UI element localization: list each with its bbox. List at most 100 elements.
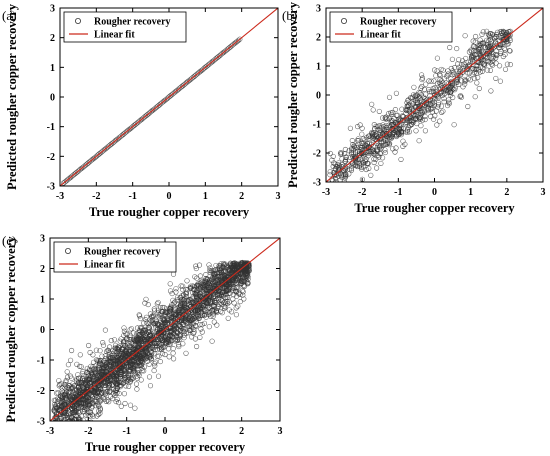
- data-point: [176, 344, 182, 350]
- data-point: [109, 373, 115, 379]
- data-point: [441, 95, 447, 102]
- data-point: [365, 153, 371, 159]
- data-point: [178, 283, 184, 289]
- data-point: [503, 35, 509, 41]
- data-point: [71, 387, 78, 393]
- data-point: [361, 164, 367, 170]
- data-point: [129, 376, 135, 382]
- data-point: [476, 46, 482, 52]
- data-point: [138, 338, 144, 345]
- data-point: [113, 345, 119, 351]
- data-point: [371, 159, 377, 166]
- data-point: [174, 305, 180, 311]
- data-point: [134, 352, 141, 358]
- data-point: [64, 421, 69, 426]
- data-point: [64, 374, 71, 380]
- data-point: [458, 93, 464, 99]
- data-point: [405, 129, 411, 135]
- data-point: [380, 155, 386, 161]
- data-point: [166, 354, 172, 360]
- data-point: [155, 373, 162, 379]
- data-point: [107, 378, 113, 384]
- data-point: [209, 308, 215, 314]
- data-point: [108, 376, 114, 383]
- data-point: [157, 316, 163, 322]
- data-point: [139, 368, 145, 374]
- data-point: [128, 326, 135, 332]
- data-point: [76, 384, 82, 390]
- data-point: [88, 419, 94, 421]
- data-point: [201, 308, 207, 314]
- data-point: [231, 260, 237, 266]
- data-point: [496, 44, 502, 50]
- data-point: [479, 68, 485, 74]
- data-point: [132, 370, 138, 376]
- data-point: [131, 368, 137, 375]
- data-point: [123, 367, 129, 373]
- data-point: [130, 352, 136, 358]
- data-point: [59, 424, 64, 429]
- data-point: [456, 64, 462, 70]
- data-point: [167, 288, 174, 294]
- data-point: [113, 387, 120, 393]
- data-point: [360, 136, 367, 142]
- data-point: [368, 172, 374, 178]
- data-point: [474, 63, 480, 69]
- data-point: [355, 124, 361, 130]
- data-point: [441, 99, 447, 105]
- data-point: [332, 172, 338, 178]
- data-point: [75, 420, 78, 421]
- data-point: [357, 163, 363, 169]
- data-point: [376, 108, 382, 114]
- legend-box: [53, 241, 177, 273]
- y-tick-label: 0: [316, 91, 321, 102]
- data-point: [97, 407, 103, 413]
- data-point: [69, 347, 75, 354]
- data-point: [99, 353, 105, 359]
- y-axis-label: Predicted rougher copper recovery: [5, 3, 19, 190]
- data-point: [475, 74, 481, 81]
- data-point: [150, 342, 156, 348]
- data-point: [408, 95, 414, 101]
- data-point: [71, 423, 76, 428]
- data-point: [221, 262, 227, 268]
- data-point: [147, 383, 154, 389]
- x-tick-label: -3: [46, 426, 54, 437]
- data-point: [345, 161, 351, 167]
- data-point: [57, 449, 62, 454]
- data-point: [97, 358, 104, 364]
- data-point: [152, 308, 158, 314]
- data-point: [408, 122, 414, 128]
- data-point: [480, 40, 486, 47]
- data-point: [342, 186, 347, 191]
- data-point: [193, 266, 199, 272]
- data-point: [396, 116, 402, 122]
- legend-label-points: Rougher recovery: [84, 247, 161, 258]
- data-point: [194, 307, 200, 313]
- data-point: [88, 392, 94, 398]
- data-point: [65, 426, 70, 431]
- data-point: [162, 327, 168, 333]
- data-point: [220, 284, 226, 290]
- data-point: [154, 301, 160, 307]
- data-point: [52, 415, 58, 421]
- data-point: [465, 103, 471, 110]
- data-point: [486, 38, 492, 44]
- data-point: [244, 260, 251, 266]
- data-point: [168, 325, 174, 331]
- data-point: [484, 55, 490, 61]
- data-point: [148, 355, 154, 361]
- data-point: [416, 89, 422, 95]
- legend-label-fit: Linear fit: [94, 30, 135, 41]
- x-tick-label: 3: [541, 187, 546, 198]
- data-point: [463, 78, 469, 84]
- data-point: [63, 431, 68, 436]
- legend: Rougher recovery Linear fit: [53, 241, 177, 273]
- data-point: [59, 395, 65, 401]
- data-point: [383, 141, 389, 147]
- data-point: [124, 337, 130, 343]
- data-point: [445, 103, 451, 109]
- data-point: [442, 90, 448, 97]
- y-tick-label: -1: [37, 356, 45, 367]
- data-point: [428, 78, 434, 84]
